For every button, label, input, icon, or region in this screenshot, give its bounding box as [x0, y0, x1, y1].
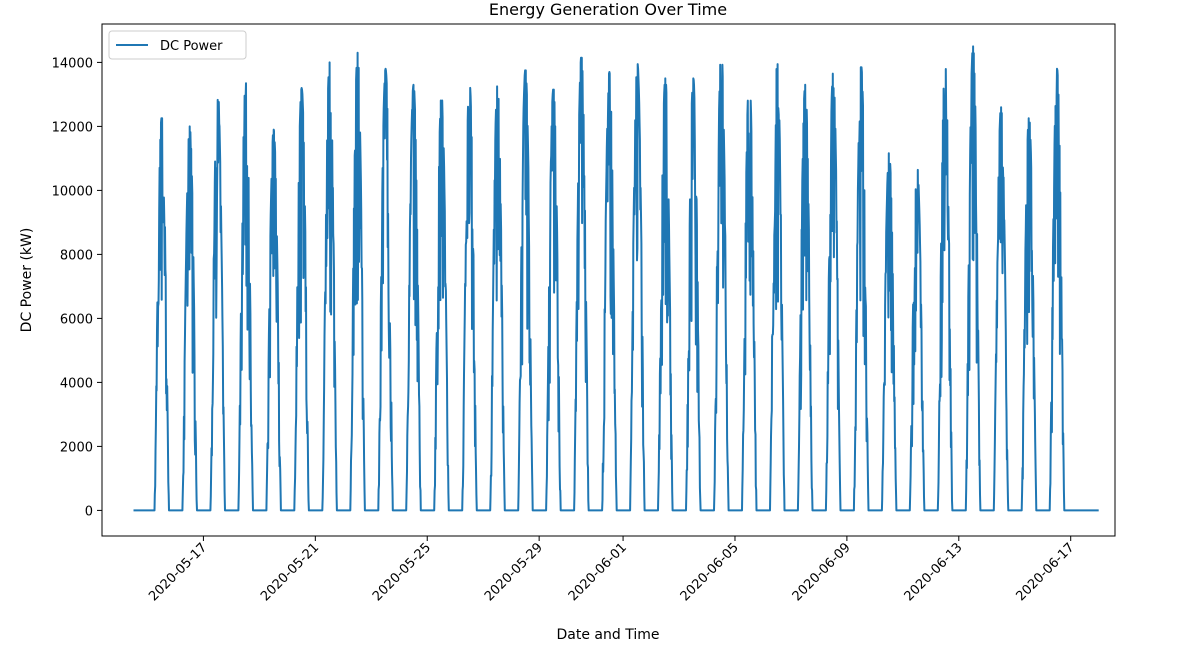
y-tick-label: 14000 — [52, 56, 93, 71]
y-tick-label: 4000 — [60, 376, 93, 391]
y-tick-label: 10000 — [52, 184, 93, 199]
series-line-dc-power — [133, 45, 1099, 512]
x-tick-label: 2020-06-05 — [678, 540, 742, 604]
x-axis-title: Date and Time — [557, 627, 660, 643]
x-tick-label: 2020-06-17 — [1013, 540, 1077, 604]
x-tick-label: 2020-05-17 — [146, 540, 210, 604]
x-tick-label: 2020-06-13 — [902, 540, 966, 604]
x-tick-label: 2020-06-01 — [566, 540, 630, 604]
x-tick-label: 2020-05-21 — [258, 540, 322, 604]
x-tick-label: 2020-05-25 — [370, 540, 434, 604]
legend-box — [108, 30, 247, 60]
y-axis: 0 2000 4000 6000 8000 10000 12000 14000 — [52, 56, 102, 519]
y-tick-label: 6000 — [60, 312, 93, 327]
y-tick-label: 8000 — [60, 248, 93, 263]
legend-label: DC Power — [160, 39, 223, 54]
chart-title: Energy Generation Over Time — [489, 0, 727, 19]
legend: DC Power — [108, 30, 247, 60]
x-tick-label: 2020-05-29 — [482, 540, 546, 604]
x-tick-label: 2020-06-09 — [790, 540, 854, 604]
y-axis-title: DC Power (kW) — [19, 228, 35, 333]
y-tick-label: 2000 — [60, 440, 93, 455]
y-tick-label: 0 — [85, 504, 93, 519]
plot-area — [133, 45, 1099, 512]
axes-frame — [101, 23, 1116, 537]
x-axis: 2020-05-17 2020-05-21 2020-05-25 2020-05-29… — [146, 536, 1078, 604]
y-tick-label: 12000 — [52, 120, 93, 135]
